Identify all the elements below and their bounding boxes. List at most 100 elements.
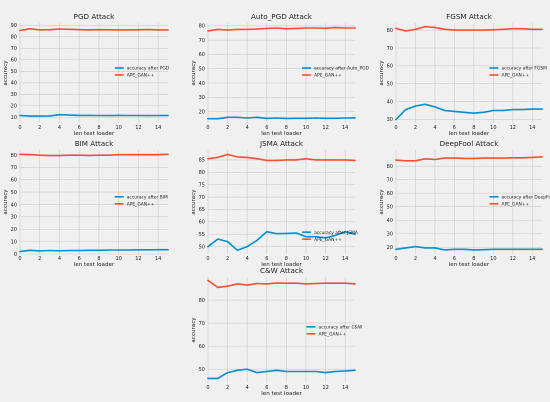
data-point <box>167 153 169 156</box>
y-tick-label: 70 <box>199 195 205 201</box>
data-point <box>19 250 21 253</box>
y-tick-label: 10 <box>11 115 17 121</box>
x-tick-label: 2 <box>38 256 41 262</box>
y-tick-label: 50 <box>387 82 393 88</box>
data-point <box>344 370 346 372</box>
y-tick-label: 80 <box>387 28 393 34</box>
x-tick-label: 10 <box>303 125 309 131</box>
x-tick-label: 10 <box>490 256 496 262</box>
data-point <box>98 114 100 117</box>
data-point <box>256 282 258 285</box>
data-point <box>39 115 41 117</box>
x-tick-label: 14 <box>529 125 535 131</box>
data-point <box>285 232 288 235</box>
y-tick-label: 65 <box>199 207 205 213</box>
series-line-attack <box>207 116 356 120</box>
y-tick-label: 80 <box>11 153 17 159</box>
x-tick-label: 6 <box>78 256 81 262</box>
data-point <box>266 283 268 285</box>
data-point <box>395 27 397 30</box>
series-line-attack <box>395 245 543 251</box>
data-point <box>453 157 456 159</box>
x-tick-label: 14 <box>529 256 535 262</box>
series-line-ape-gan <box>19 153 169 157</box>
data-point <box>275 117 278 119</box>
x-tick-label: 4 <box>58 125 61 131</box>
y-tick-label: 50 <box>11 190 17 196</box>
data-point <box>266 231 268 233</box>
y-axis-label: accuracy <box>3 189 9 215</box>
y-tick-label: 50 <box>199 244 205 250</box>
y-tick-label: 40 <box>11 202 17 208</box>
data-point <box>256 157 258 160</box>
data-point <box>48 115 51 117</box>
data-point <box>207 30 209 32</box>
data-point <box>147 249 149 251</box>
data-point <box>266 27 268 30</box>
x-tick-label: 4 <box>246 125 249 131</box>
data-point <box>217 28 219 31</box>
data-point <box>512 28 514 30</box>
chart-5: 50 55 60 65 70 75 80 85 0 2 4 6 8 10 12 14 JSMA Attack le… <box>191 139 358 268</box>
data-point <box>78 114 80 117</box>
x-tick-label: 6 <box>453 125 456 131</box>
data-point <box>354 27 356 29</box>
x-tick-label: 8 <box>285 256 288 262</box>
y-tick-label: 30 <box>387 232 393 238</box>
data-point <box>58 250 61 252</box>
data-point <box>295 370 297 373</box>
x-tick-label: 10 <box>303 385 309 391</box>
data-point <box>147 28 149 31</box>
data-point <box>226 285 229 287</box>
data-point <box>39 29 41 31</box>
y-tick-label: 10 <box>11 239 17 245</box>
data-point <box>395 118 397 121</box>
x-tick-label: 12 <box>135 256 141 262</box>
series-line-attack <box>19 248 169 253</box>
y-axis-label: accuracy <box>379 60 385 86</box>
data-point <box>354 233 356 235</box>
chart-title: Auto_PGD Attack <box>251 12 313 21</box>
data-point <box>117 29 120 31</box>
legend-entry: accuracy after Auto_PGD <box>314 66 369 72</box>
data-point <box>453 29 456 31</box>
plot-area <box>20 23 168 123</box>
data-point <box>434 106 436 108</box>
series-line-attack <box>395 103 543 121</box>
data-point <box>137 249 140 251</box>
y-tick-label: 40 <box>387 99 393 105</box>
x-tick-label: 14 <box>342 125 348 131</box>
data-point <box>324 371 327 374</box>
x-tick-label: 6 <box>265 385 268 391</box>
legend-entry: accuracy after PGD <box>127 66 170 72</box>
x-tick-label: 4 <box>433 256 436 262</box>
data-point <box>305 283 307 285</box>
legend-entry: APE_GAN++ <box>127 201 155 207</box>
data-point <box>354 159 356 162</box>
data-point <box>334 26 337 29</box>
y-tick-label: 0 <box>14 252 17 258</box>
y-tick-label: 60 <box>387 64 393 70</box>
data-point <box>531 108 533 110</box>
data-point <box>354 369 356 372</box>
legend-entry: APE_GAN++ <box>501 201 529 207</box>
data-point <box>108 249 110 251</box>
x-tick-label: 8 <box>472 256 475 262</box>
x-tick-label: 14 <box>342 256 348 262</box>
y-tick-label: 20 <box>11 227 17 233</box>
y-tick-label: 50 <box>11 69 17 75</box>
data-point <box>117 154 120 156</box>
y-tick-label: 60 <box>199 344 205 350</box>
y-tick-label: 40 <box>387 218 393 224</box>
x-axis-label: len test loader <box>74 131 115 137</box>
y-tick-label: 50 <box>387 205 393 211</box>
data-point <box>48 28 51 31</box>
x-axis-label: len test loader <box>261 391 302 397</box>
data-point <box>443 249 446 251</box>
data-point <box>275 369 278 372</box>
data-point <box>453 110 456 113</box>
data-point <box>78 154 80 156</box>
data-point <box>324 27 327 29</box>
x-tick-label: 10 <box>303 256 309 262</box>
x-tick-label: 0 <box>394 256 397 262</box>
